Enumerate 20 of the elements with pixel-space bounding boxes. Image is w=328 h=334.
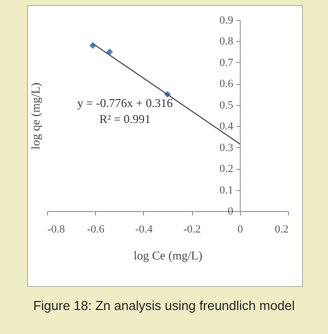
x-tick-label: 0 [238,224,244,236]
y-axis-title: log qe (mg/L) [28,82,42,150]
caption: Figure 18: Zn analysis using freundlich model [32,298,296,313]
annotation: y = -0.776x + 0.316 [76,95,174,111]
x-tick-label: -0.2 [183,224,201,236]
y-tick-label: 0.2 [220,163,234,176]
x-axis-title: log Ce (mg/L) [134,248,202,262]
y-tick-label: 0.9 [220,14,234,26]
x-tick-label: -0.4 [135,224,154,236]
x-tick-label: 0.2 [274,224,288,236]
x-tick-label: -0.6 [86,224,105,236]
y-tick-label: 0.4 [220,120,234,133]
y-tick-label: 0.3 [220,142,234,154]
y-tick-label: 0.1 [220,184,234,196]
x-tick-label: -0.8 [48,224,66,236]
y-tick-label: 0.8 [220,36,234,48]
y-tick-label: 0.7 [220,56,234,69]
y-tick-label: 0.6 [220,78,234,90]
annotation: R² = 0.991 [98,111,152,127]
y-tick-label: 0.5 [220,99,234,112]
